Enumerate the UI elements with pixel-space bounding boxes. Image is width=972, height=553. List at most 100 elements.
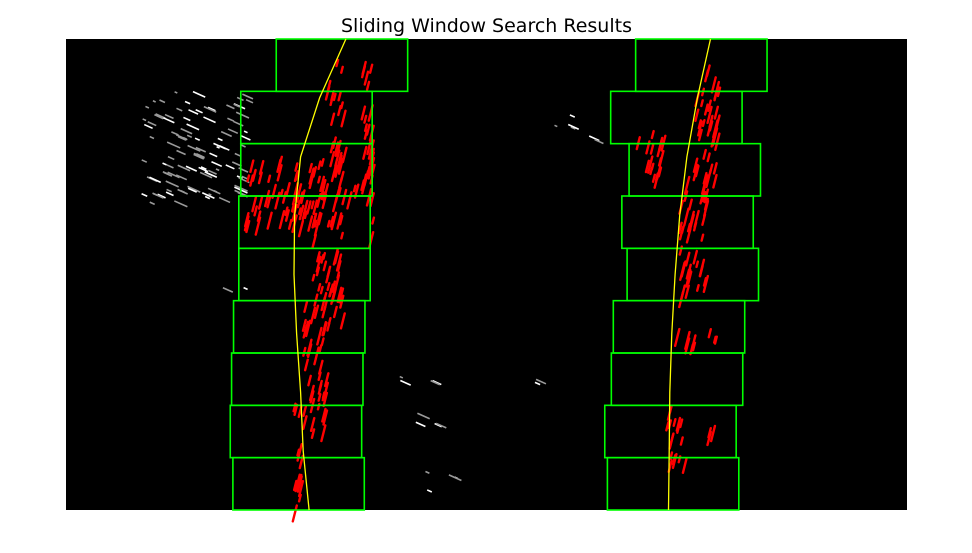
lane-pixel-left-2-21 xyxy=(363,123,368,133)
noise-pixel-0-78 xyxy=(157,193,166,199)
lane-pixel-right-0-25 xyxy=(702,148,707,160)
lane-pixel-left-7-35 xyxy=(304,319,312,338)
lane-pixel-left-6-32 xyxy=(329,215,335,228)
noise-pixel-0-69 xyxy=(204,171,218,178)
noise-pixel-0-57 xyxy=(162,162,167,166)
noise-pixel-0-61 xyxy=(196,153,205,159)
lane-pixel-left-2-19 xyxy=(360,65,367,79)
lane-pixel-left-6-38 xyxy=(317,212,323,226)
lane-pixel-left-4-11 xyxy=(363,170,370,187)
lane-pixel-left-3-19 xyxy=(319,175,326,193)
lane-pixel-left-7-23 xyxy=(317,371,322,382)
noise-pixel-0-81 xyxy=(209,152,218,158)
noise-pixel-0-70 xyxy=(145,105,150,109)
lane-pixel-left-6-24 xyxy=(336,286,343,304)
lane-pixel-left-7-4 xyxy=(320,424,327,443)
noise-pixel-0-66 xyxy=(149,176,162,184)
noise-pixel-0-76 xyxy=(182,136,187,140)
lane-pixel-right-4-6 xyxy=(671,452,678,470)
lane-pixel-left-3-24 xyxy=(266,195,272,209)
noise-pixel-0-17 xyxy=(177,164,191,172)
lane-pixel-left-6-30 xyxy=(339,312,346,330)
lane-pixel-left-6-43 xyxy=(319,285,324,295)
lane-pixel-right-4-4 xyxy=(679,436,684,446)
noise-pixels xyxy=(141,90,604,493)
lane-pixel-left-7-18 xyxy=(303,300,309,313)
lane-pixel-left-6-11 xyxy=(338,289,344,299)
lane-pixel-left-7-14 xyxy=(323,291,328,302)
lane-pixel-left-7-16 xyxy=(303,358,309,372)
lane-pixel-right-2-16 xyxy=(692,221,698,232)
noise-pixel-1-0 xyxy=(243,286,248,291)
lane-pixel-right-0-27 xyxy=(714,132,721,152)
noise-pixel-0-82 xyxy=(245,98,254,104)
lane-pixel-left-3-47 xyxy=(297,183,303,197)
noise-pixel-0-33 xyxy=(236,175,243,180)
noise-pixel-2-0 xyxy=(569,114,576,118)
lane-pixel-left-3-60 xyxy=(249,159,255,174)
lane-pixel-left-5-3 xyxy=(367,163,373,179)
lane-pixel-left-3-63 xyxy=(298,204,305,221)
lane-pixel-left-3-29 xyxy=(278,210,286,230)
noise-pixel-10-1 xyxy=(448,474,462,482)
noise-pixel-0-21 xyxy=(165,191,174,197)
lane-pixel-left-3-41 xyxy=(251,195,258,213)
noise-pixel-8-1 xyxy=(435,422,447,429)
lane-pixel-right-2-21 xyxy=(695,260,700,269)
noise-pixel-0-43 xyxy=(164,113,174,120)
lane-pixel-right-2-13 xyxy=(688,198,693,211)
noise-pixel-0-10 xyxy=(180,127,193,135)
lane-pixel-left-6-42 xyxy=(317,282,322,292)
lane-pixel-left-3-34 xyxy=(253,205,258,217)
lane-pixel-right-2-19 xyxy=(684,284,690,299)
lane-pixel-left-0-11 xyxy=(330,112,336,126)
lane-pixel-left-3-32 xyxy=(308,162,313,174)
noise-pixel-0-62 xyxy=(220,130,233,138)
lane-pixel-left-3-57 xyxy=(312,199,319,216)
lane-pixel-left-8-4 xyxy=(297,479,305,498)
lane-pixel-left-5-0 xyxy=(371,216,376,225)
lane-pixel-left-6-5 xyxy=(338,214,344,226)
noise-pixel-0-75 xyxy=(185,165,198,172)
noise-pixel-0-31 xyxy=(203,105,217,113)
lane-pixel-left-4-12 xyxy=(337,186,342,196)
lane-pixel-right-2-36 xyxy=(702,274,710,293)
noise-pixel-0-14 xyxy=(147,121,157,127)
noise-pixel-2-3 xyxy=(567,123,580,130)
lane-pixel-left-4-15 xyxy=(321,179,327,192)
noise-pixel-2-1 xyxy=(570,126,576,130)
lane-pixel-left-7-27 xyxy=(317,393,322,402)
noise-pixel-0-83 xyxy=(174,91,178,94)
noise-pixel-0-37 xyxy=(166,188,173,193)
noise-pixel-0-15 xyxy=(194,137,201,142)
lane-pixel-left-3-15 xyxy=(297,219,305,238)
lane-pixel-right-2-29 xyxy=(683,207,690,227)
lane-pixel-right-0-21 xyxy=(714,114,721,131)
lane-pixel-right-3-2 xyxy=(673,327,681,348)
noise-pixel-4-1 xyxy=(399,375,404,379)
lane-pixel-left-8-5 xyxy=(297,493,302,503)
lane-pixel-left-6-21 xyxy=(315,266,321,277)
lane-pixel-left-8-3 xyxy=(294,473,301,493)
lane-pixel-left-2-16 xyxy=(360,105,367,121)
lane-pixel-left-5-2 xyxy=(367,147,373,160)
lane-pixel-left-6-36 xyxy=(311,212,318,229)
plot-background xyxy=(66,39,907,510)
lane-pixel-left-1-12 xyxy=(340,109,347,128)
noise-pixel-0-42 xyxy=(200,166,207,171)
lane-pixel-left-2-10 xyxy=(363,129,369,140)
lane-pixel-left-3-50 xyxy=(256,210,262,222)
lane-pixel-left-6-33 xyxy=(325,269,331,284)
lane-pixel-left-3-23 xyxy=(303,210,308,220)
lane-pixel-left-1-2 xyxy=(340,65,344,74)
lane-pixel-right-0-17 xyxy=(710,76,717,94)
lane-pixel-left-4-1 xyxy=(365,187,373,207)
lane-pixel-left-7-36 xyxy=(310,428,316,440)
lane-pixel-right-4-10 xyxy=(675,416,682,432)
noise-pixel-0-96 xyxy=(162,117,175,124)
lane-pixel-left-6-6 xyxy=(316,251,321,263)
lane-pixel-left-6-26 xyxy=(322,251,327,260)
lane-pixel-left-7-30 xyxy=(301,318,307,332)
lane-pixel-left-3-4 xyxy=(310,200,315,210)
lane-pixel-right-5-0 xyxy=(709,424,717,443)
